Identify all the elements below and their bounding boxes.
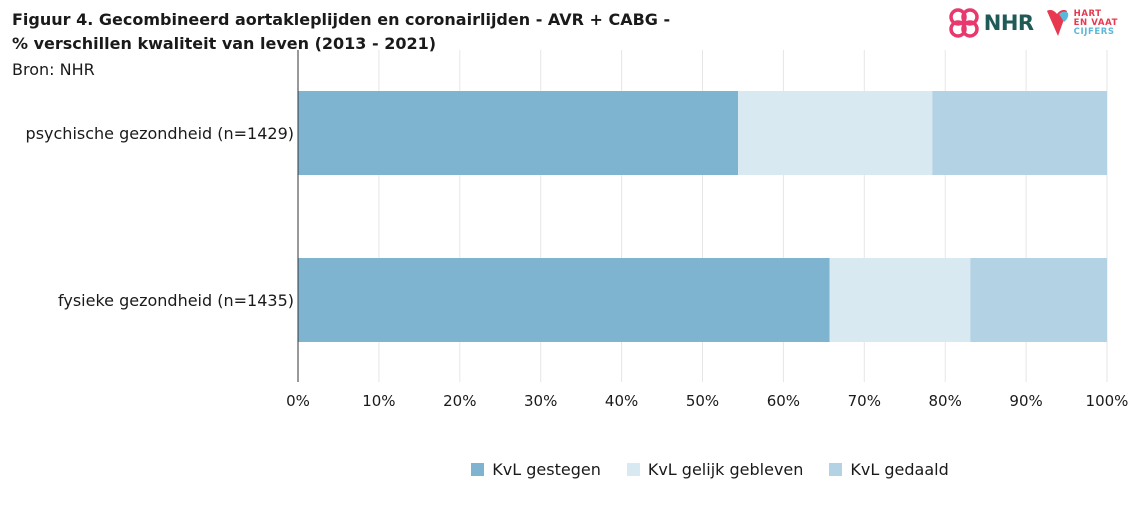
x-tick-label: 100%	[1086, 392, 1129, 410]
x-tick-label: 20%	[443, 392, 476, 410]
title-line-2: % verschillen kwaliteit van leven (2013 …	[12, 34, 437, 53]
category-labels: psychische gezondheid (n=1429) fysieke ge…	[26, 124, 294, 310]
legend: KvL gestegen KvL gelijk gebleven KvL gedaa…	[0, 460, 1140, 479]
x-tick-label: 0%	[286, 392, 310, 410]
bar-segment	[829, 258, 971, 342]
legend-label: KvL gedaald	[850, 460, 949, 479]
title-line-1: Figuur 4. Gecombineerd aortakleplijden e…	[12, 10, 671, 29]
legend-swatch	[829, 463, 843, 476]
stacked-bar-chart: psychische gezondheid (n=1429) fysieke ge…	[26, 50, 1128, 410]
bar-segment	[738, 91, 933, 175]
hartenvaat-line-3: CIJFERS	[1073, 26, 1115, 37]
x-tick-label: 60%	[767, 392, 800, 410]
x-tick-label: 70%	[848, 392, 881, 410]
nhr-logo: NHR	[947, 6, 1034, 40]
chart-title: Figuur 4. Gecombineerd aortakleplijden e…	[12, 8, 670, 56]
nhr-logo-text: NHR	[983, 11, 1034, 35]
x-tick-label: 80%	[929, 392, 962, 410]
hartenvaat-text: HART EN VAAT CIJFERS	[1073, 8, 1118, 37]
source-label: Bron: NHR	[12, 60, 95, 79]
legend-label: KvL gestegen	[492, 460, 601, 479]
bars	[298, 91, 1107, 342]
bar-segment	[932, 91, 1107, 175]
x-tick-label: 30%	[524, 392, 557, 410]
legend-item: KvL gelijk gebleven	[626, 460, 804, 479]
category-label: psychische gezondheid (n=1429)	[26, 124, 294, 143]
x-tick-label: 40%	[605, 392, 638, 410]
x-tick-labels: 0% 10% 20% 30% 40% 50% 60% 70% 80% 90% 100%	[286, 392, 1128, 410]
legend-swatch	[471, 463, 485, 476]
hartenvaat-line-1: HART	[1073, 8, 1102, 19]
bar-segment	[298, 91, 739, 175]
bar-segment	[970, 258, 1107, 342]
legend-item: KvL gedaald	[829, 460, 949, 479]
x-tick-label: 90%	[1009, 392, 1042, 410]
logos: NHR HART EN VAAT CIJFERS	[947, 6, 1118, 40]
legend-label: KvL gelijk gebleven	[647, 460, 804, 479]
hartenvaat-logo: HART EN VAAT CIJFERS	[1044, 8, 1118, 38]
legend-item: KvL gestegen	[471, 460, 601, 479]
x-tick-label: 10%	[362, 392, 395, 410]
category-label: fysieke gezondheid (n=1435)	[58, 291, 294, 310]
hartenvaat-line-2: EN VAAT	[1073, 17, 1118, 28]
legend-swatch	[626, 463, 640, 476]
x-tick-label: 50%	[686, 392, 719, 410]
bar-segment	[298, 258, 830, 342]
nhr-heart-icon	[949, 8, 979, 38]
heart-drop-icon	[1046, 10, 1068, 36]
